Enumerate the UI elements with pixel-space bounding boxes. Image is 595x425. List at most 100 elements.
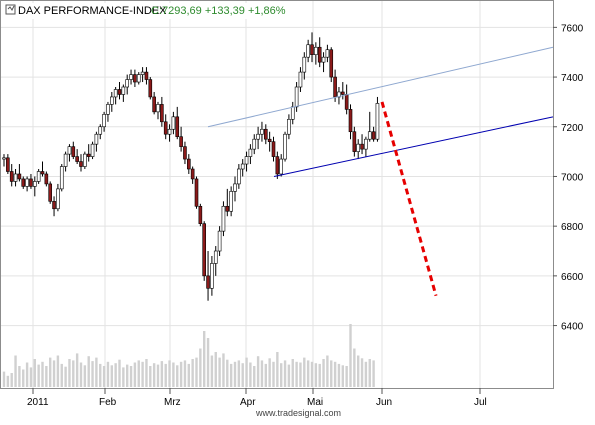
volume-bar <box>318 363 321 387</box>
candle-body <box>229 191 233 212</box>
candle-body <box>340 91 345 95</box>
y-tick-label: 7200 <box>561 123 584 134</box>
candle-body <box>371 131 376 140</box>
y-tick-label: 6800 <box>561 222 584 233</box>
candle-body <box>117 89 122 95</box>
candle <box>129 69 133 85</box>
volume-bar <box>10 373 13 387</box>
volume-bar <box>337 363 341 387</box>
candle <box>67 144 72 162</box>
candle-body <box>221 205 226 232</box>
candle <box>32 176 37 197</box>
header-box <box>4 3 270 19</box>
volume-bar <box>145 359 148 387</box>
candle-body <box>375 103 380 140</box>
candle-body <box>167 128 172 135</box>
y-tick-label: 6600 <box>561 272 584 283</box>
candle-body <box>9 171 14 182</box>
candle <box>163 114 168 140</box>
candle-body <box>279 158 284 175</box>
candle-body <box>102 114 106 128</box>
candle-body <box>59 166 64 190</box>
volume-bar <box>99 363 102 387</box>
candle-body <box>256 133 260 140</box>
volume-bar <box>272 361 275 387</box>
volume-bar <box>2 371 6 387</box>
candle <box>121 84 126 102</box>
volume-bar <box>222 353 225 387</box>
candle-body <box>52 201 56 210</box>
volume-bar <box>345 366 348 387</box>
candle-body <box>160 104 164 123</box>
candle-body <box>240 163 245 170</box>
x-tick-label: Feb <box>99 397 117 408</box>
y-tick-label: 6400 <box>561 322 584 333</box>
candle-body <box>113 89 118 98</box>
volume-bar <box>106 361 110 387</box>
candle-body <box>317 46 322 63</box>
candle <box>113 87 118 105</box>
candle <box>21 176 26 189</box>
candle-body <box>40 171 45 175</box>
candle <box>233 176 237 202</box>
volume-bar <box>137 360 140 387</box>
candle <box>152 91 156 115</box>
volume-bar <box>210 355 214 387</box>
volume-bar <box>41 361 44 387</box>
volume-bar <box>237 360 241 387</box>
candle <box>221 201 226 237</box>
volume-bar <box>87 356 90 387</box>
candle <box>29 173 33 189</box>
x-tick-label: Jun <box>376 397 392 408</box>
volume-bar <box>303 357 306 387</box>
x-axis: 2011 Feb Mrz Apr Mai Jun Jul <box>27 388 487 408</box>
candle <box>240 159 245 177</box>
candle <box>298 67 303 92</box>
plot-frame <box>0 0 554 389</box>
candle <box>133 69 137 88</box>
candle-body <box>90 143 95 157</box>
candle-body <box>187 158 191 170</box>
y-tick-label: 7400 <box>561 73 584 84</box>
candle <box>371 126 376 142</box>
volume-bar <box>95 357 98 387</box>
candle-body <box>298 71 303 88</box>
volume-bar <box>75 353 79 387</box>
candle <box>44 171 49 187</box>
volume-bar <box>295 361 298 387</box>
volume-bar <box>114 363 117 387</box>
candle-body <box>287 119 291 135</box>
candle-body <box>367 131 372 140</box>
candle <box>90 141 95 160</box>
volume-bar <box>72 360 75 387</box>
candle <box>275 151 280 179</box>
candle <box>367 111 372 142</box>
candle-body <box>314 46 318 55</box>
candle <box>63 151 68 172</box>
candle <box>17 164 22 182</box>
x-tick-label: 2011 <box>27 397 49 408</box>
candle <box>36 169 41 184</box>
candle <box>283 131 287 162</box>
candle <box>179 126 183 152</box>
candle-body <box>156 104 160 113</box>
volume-bar <box>264 363 267 387</box>
candle-body <box>171 116 176 130</box>
candle-body <box>106 104 110 115</box>
candle-body <box>6 157 10 172</box>
candle-body <box>267 138 272 142</box>
candle <box>198 203 203 227</box>
candle-body <box>321 56 326 63</box>
candle-body <box>360 143 364 150</box>
candle-body <box>148 79 153 98</box>
volume-bar <box>14 355 17 387</box>
volume-bar <box>357 355 360 387</box>
candle <box>321 52 326 73</box>
volume-bar <box>206 338 210 387</box>
candle-body <box>21 178 26 187</box>
candle <box>310 32 314 63</box>
volume-bar <box>118 359 121 387</box>
volume-bar <box>199 348 202 387</box>
volume-bar <box>280 363 283 387</box>
